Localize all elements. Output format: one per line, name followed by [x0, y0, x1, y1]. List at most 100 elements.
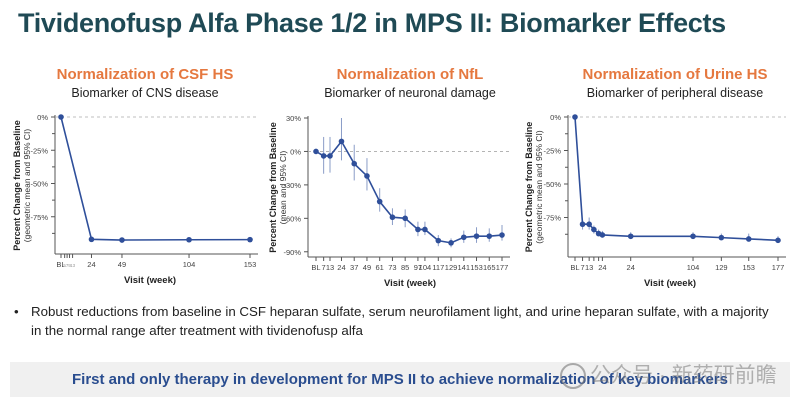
data-point [247, 236, 253, 243]
data-point [402, 215, 408, 222]
x-tick-label: 9 [68, 263, 71, 268]
x-axis-title: Visit (week) [644, 278, 696, 289]
y-axis-title: Percent Change from Baseline [268, 122, 278, 253]
x-tick-label: 104 [687, 263, 700, 272]
data-point [435, 237, 442, 244]
watermark-logo-icon [560, 363, 586, 390]
y-axis-title: Percent Change from Baseline [524, 122, 534, 253]
y-tick-label: -75% [543, 214, 561, 223]
data-point [320, 153, 327, 159]
x-tick-label: 153 [244, 260, 257, 269]
series-line [60, 116, 251, 241]
data-point [718, 234, 725, 241]
x-tick-label: 141 [458, 263, 471, 272]
data-point [448, 240, 454, 246]
x-tick-label: 104 [419, 263, 432, 272]
x-tick-label: BL [570, 263, 579, 272]
data-point [364, 173, 370, 179]
y-axis-subtitle: (geometric mean and 95% CI) [534, 130, 544, 244]
x-tick-label: 73 [388, 263, 396, 272]
data-point [422, 226, 428, 233]
x-tick-label: 117 [432, 263, 444, 272]
data-point [572, 114, 578, 120]
x-tick-label: 85 [401, 263, 409, 272]
data-point [186, 236, 192, 243]
x-axis-title: Visit (week) [124, 275, 176, 286]
urine-hs-chart: 0% -25% -50% -75% BL 7 13 24 24 104 129 153 177 Visit… [524, 113, 786, 289]
x-tick-label: 61 [376, 263, 384, 272]
y-axis-title: Percent Change from Baseline [12, 120, 22, 251]
series-line [315, 139, 503, 244]
x-tick-label: 7 [66, 263, 69, 268]
x-tick-label: 129 [715, 263, 728, 272]
x-tick-label: 24 [598, 263, 606, 272]
x-tick-label: 13 [326, 263, 334, 272]
data-point [579, 221, 586, 228]
x-tick-label: BL [56, 260, 65, 269]
data-point [591, 226, 597, 233]
x-tick-label: 177 [772, 263, 785, 272]
y-tick-label: -30% [283, 181, 301, 190]
data-point [499, 232, 505, 238]
data-point [338, 138, 345, 145]
y-tick-label: 0% [37, 113, 48, 122]
x-tick-label: 129 [445, 263, 458, 272]
panel-subtitle: Biomarker of CNS disease [71, 86, 219, 100]
y-tick-label: -50% [30, 180, 48, 189]
x-tick-label: 24 [627, 263, 635, 272]
y-tick-label: -25% [30, 146, 48, 155]
x-tick-label: 24 [87, 260, 95, 269]
data-point [473, 233, 480, 239]
data-point [58, 114, 64, 120]
page-title: Tividenofusp Alfa Phase 1/2 in MPS II: B… [18, 8, 726, 38]
x-tick-label: 13 [70, 263, 76, 268]
x-tick-label: 177 [496, 263, 509, 272]
x-tick-label: 97 [414, 263, 422, 272]
panel-title: Normalization of NfL [336, 66, 484, 83]
data-point [415, 226, 421, 233]
data-point [313, 148, 319, 155]
panel-subtitle: Biomarker of peripheral disease [586, 86, 764, 100]
data-point [88, 236, 95, 243]
x-tick-label: 24 [337, 263, 345, 272]
data-point [327, 153, 333, 159]
bullet-text: Robust reductions from baseline in CSF h… [31, 304, 769, 338]
y-tick-label: 30% [286, 114, 301, 123]
data-point [460, 234, 467, 241]
data-point [599, 232, 606, 238]
summary-bullet: • Robust reductions from baseline in CSF… [14, 302, 774, 340]
panel-title: Normalization of CSF HS [56, 66, 234, 83]
x-tick-label: 153 [470, 263, 483, 272]
data-point [775, 237, 781, 244]
x-axis-title: Visit (week) [384, 278, 436, 289]
y-tick-label: -25% [543, 147, 561, 156]
data-point [376, 198, 383, 205]
y-tick-label: 0% [550, 113, 561, 122]
y-axis-subtitle: (mean and 95% CI) [278, 150, 288, 224]
y-tick-label: -60% [283, 214, 301, 223]
watermark: 公众号 · 新药研前瞻 [560, 359, 777, 390]
x-tick-label: BL [311, 263, 320, 272]
x-tick-label: 7 [322, 263, 326, 272]
x-tick-label: 37 [350, 263, 358, 272]
data-point [586, 221, 592, 228]
data-point [745, 236, 752, 242]
data-point [486, 233, 493, 239]
x-tick-label: 49 [118, 260, 126, 269]
data-point [389, 214, 396, 221]
panel-subtitle: Biomarker of neuronal damage [324, 86, 496, 100]
y-tick-label: 0% [290, 147, 301, 156]
y-tick-label: -75% [30, 213, 48, 222]
x-tick-label: 7 [580, 263, 584, 272]
x-tick-label: 153 [742, 263, 755, 272]
csf-hs-chart: 0% -25% -50% -75% BL5 7 9 13 24 49 104 153 Visit (we… [12, 113, 258, 286]
data-point [690, 233, 696, 240]
y-axis-subtitle: (geometric mean and 95% CI) [22, 129, 32, 243]
data-point [119, 237, 125, 243]
x-tick-label: 13 [585, 263, 593, 272]
y-tick-label: -50% [543, 180, 561, 189]
series-line [574, 116, 779, 242]
panel-title: Normalization of Urine HS [582, 66, 768, 83]
data-point [351, 160, 358, 167]
